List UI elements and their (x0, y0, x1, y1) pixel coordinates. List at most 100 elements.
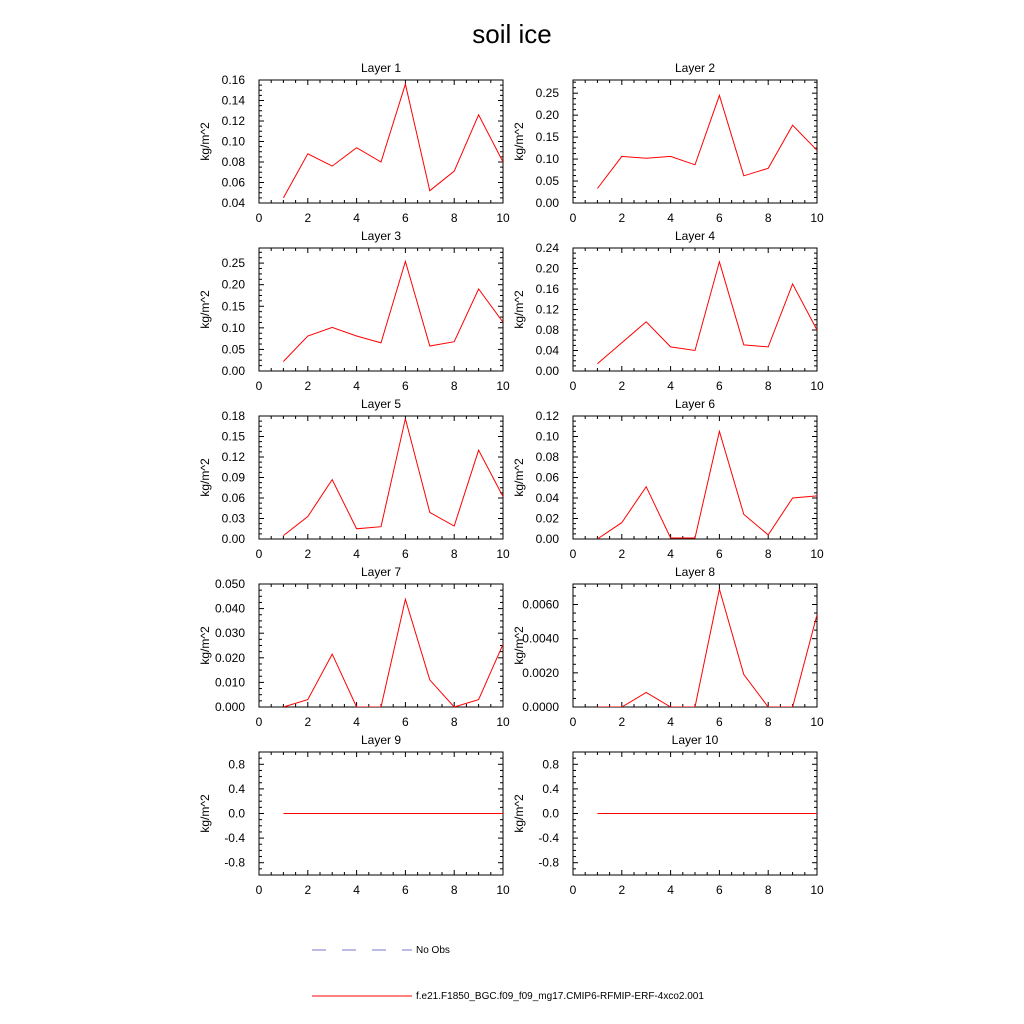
plot-frame (258, 79, 504, 204)
x-tick-label: 8 (765, 715, 772, 729)
y-tick-label: 0.8 (542, 757, 559, 771)
x-tick-label: 8 (765, 211, 772, 225)
panel-layer-10: Layer 10 kg/m^2 0 2 4 6 8 10 -0.8 -0.4 0.0 0.4 0.8 (512, 733, 824, 897)
y-tick-label: 0.00 (536, 364, 560, 378)
legend: No Obs f.e21.F1850_BGC.f09_f09_mg17.CMIP… (312, 945, 704, 1002)
legend-label-model-run: f.e21.F1850_BGC.f09_f09_mg17.CMIP6-RFMIP… (416, 991, 704, 1002)
panel-layer-8: Layer 8 kg/m^2 0 2 4 6 8 10 0.0000 0.0020 0.0040 0.… (512, 565, 824, 729)
panel-title: Layer 7 (361, 565, 401, 579)
panel-layer-3: Layer 3 kg/m^2 0 2 4 6 8 10 0.00 0.05 0.10 0.15 0.20… (198, 229, 510, 393)
y-tick-label: 0.050 (215, 577, 245, 591)
x-tick-label: 4 (353, 715, 360, 729)
y-tick-label: 0.15 (222, 430, 246, 444)
x-tick-label: 2 (304, 883, 311, 897)
y-tick-label: 0.010 (215, 675, 245, 689)
y-tick-label: 0.10 (222, 321, 246, 335)
panel-layer-4: Layer 4 kg/m^2 0 2 4 6 8 10 0.00 0.04 0.08 0.12 0.16… (512, 229, 824, 393)
panel-title: Layer 9 (361, 733, 401, 747)
panel-layer-6: Layer 6 kg/m^2 0 2 4 6 8 10 0.00 0.02 0.04 0.06 0.08… (512, 397, 824, 561)
y-axis-label: kg/m^2 (198, 626, 212, 665)
x-tick-label: 6 (402, 211, 409, 225)
figure-title: soil ice (472, 19, 551, 49)
y-tick-label: 0.00 (222, 532, 246, 546)
x-tick-label: 4 (353, 379, 360, 393)
panel-layer-5: Layer 5 kg/m^2 0 2 4 6 8 10 0.00 0.03 0.06 0.09 0.12… (198, 397, 510, 561)
plot-frame (258, 415, 504, 540)
y-tick-label: 0.0060 (522, 598, 559, 612)
y-tick-label: 0.4 (228, 782, 245, 796)
x-tick-label: 2 (618, 715, 625, 729)
y-axis-label: kg/m^2 (512, 794, 526, 833)
x-tick-label: 10 (810, 379, 824, 393)
x-tick-label: 4 (353, 883, 360, 897)
plot-frame (572, 79, 818, 204)
x-tick-label: 4 (667, 883, 674, 897)
y-tick-label: 0.0 (542, 807, 559, 821)
x-tick-label: 4 (667, 211, 674, 225)
y-tick-label: 0.16 (536, 282, 560, 296)
y-tick-label: 0.14 (222, 94, 246, 108)
y-tick-label: 0.15 (536, 130, 560, 144)
y-axis-label: kg/m^2 (198, 290, 212, 329)
y-tick-label: -0.4 (538, 831, 559, 845)
y-tick-label: 0.08 (222, 155, 246, 169)
x-tick-label: 2 (304, 547, 311, 561)
x-tick-label: 6 (402, 547, 409, 561)
y-tick-label: 0.12 (536, 303, 560, 317)
panel-title: Layer 3 (361, 229, 401, 243)
x-tick-label: 4 (353, 547, 360, 561)
x-tick-label: 0 (256, 547, 263, 561)
series-line (597, 259, 817, 365)
y-tick-label: 0.05 (222, 342, 246, 356)
x-tick-label: 8 (451, 883, 458, 897)
y-tick-label: 0.12 (536, 409, 560, 423)
y-tick-label: 0.06 (536, 471, 560, 485)
panel-title: Layer 4 (675, 229, 715, 243)
x-tick-label: 10 (810, 883, 824, 897)
y-tick-label: 0.10 (536, 430, 560, 444)
y-tick-label: 0.04 (536, 344, 560, 358)
plot-frame (258, 583, 504, 708)
x-tick-label: 4 (667, 379, 674, 393)
plot-frame (572, 415, 818, 540)
x-tick-label: 6 (402, 715, 409, 729)
y-axis-label: kg/m^2 (198, 122, 212, 161)
x-tick-label: 10 (810, 547, 824, 561)
x-tick-label: 2 (618, 211, 625, 225)
y-tick-label: -0.8 (224, 856, 245, 870)
x-tick-label: 6 (716, 211, 723, 225)
x-tick-label: 0 (256, 211, 263, 225)
y-tick-label: 0.04 (222, 196, 246, 210)
y-axis-label: kg/m^2 (198, 794, 212, 833)
x-tick-label: 10 (810, 715, 824, 729)
x-tick-label: 0 (570, 379, 577, 393)
x-tick-label: 6 (402, 883, 409, 897)
plot-frame (258, 247, 504, 372)
y-tick-label: 0.25 (222, 256, 246, 270)
y-axis-label: kg/m^2 (512, 458, 526, 497)
legend-label-no-obs: No Obs (416, 945, 450, 956)
y-tick-label: 0.18 (222, 409, 246, 423)
x-tick-label: 2 (618, 379, 625, 393)
panel-title: Layer 6 (675, 397, 715, 411)
x-tick-label: 8 (451, 715, 458, 729)
x-tick-label: 10 (810, 211, 824, 225)
x-tick-label: 2 (304, 379, 311, 393)
panel-layer-2: Layer 2 kg/m^2 0 2 4 6 8 10 0.00 0.05 0.10 0.15 0.20… (512, 61, 824, 225)
x-tick-label: 2 (618, 547, 625, 561)
y-tick-label: 0.09 (222, 471, 246, 485)
x-tick-label: 0 (256, 715, 263, 729)
x-tick-label: 6 (716, 547, 723, 561)
y-tick-label: 0.06 (222, 491, 246, 505)
panel-title: Layer 5 (361, 397, 401, 411)
x-tick-label: 8 (451, 547, 458, 561)
x-tick-label: 0 (570, 547, 577, 561)
y-axis-label: kg/m^2 (512, 290, 526, 329)
panel-title: Layer 2 (675, 61, 715, 75)
y-tick-label: 0.05 (536, 174, 560, 188)
y-tick-label: 0.00 (536, 196, 560, 210)
x-tick-label: 4 (667, 547, 674, 561)
x-tick-label: 6 (716, 379, 723, 393)
x-tick-label: 10 (496, 883, 510, 897)
x-tick-label: 6 (716, 883, 723, 897)
